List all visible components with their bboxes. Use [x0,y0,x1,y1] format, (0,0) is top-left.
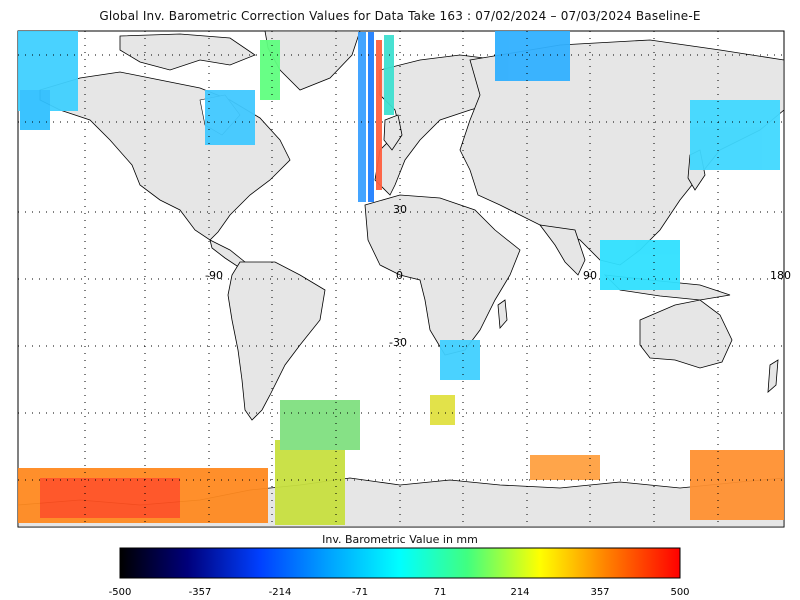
lon-label-minus90: -90 [205,269,223,282]
lon-label-90: 90 [583,269,597,282]
barents-swath [495,31,570,81]
lat-label-minus30: -30 [389,336,407,349]
australia [639,299,733,369]
india [539,224,586,276]
axis-labels: 30 -90 0 90 180 -30 [205,203,791,349]
southern-ocean-swath [18,340,784,525]
graticule [18,31,784,527]
great-britain [383,114,403,151]
lon-label-0: 0 [396,269,403,282]
arctic-islands [119,33,256,71]
north-pacific-swath [18,31,78,130]
north-atlantic-swath [358,32,394,202]
south-america [227,261,326,421]
lon-label-180: 180 [770,269,791,282]
data-swaths [18,31,784,525]
new-zealand [767,359,779,393]
lat-label-30: 30 [393,203,407,216]
map-title: Global Inv. Barometric Correction Values… [99,9,701,23]
north-sea-swath [205,40,280,145]
madagascar [497,299,508,329]
western-pacific-swath [600,100,780,290]
colorbar-title: Inv. Barometric Value in mm [322,533,478,546]
